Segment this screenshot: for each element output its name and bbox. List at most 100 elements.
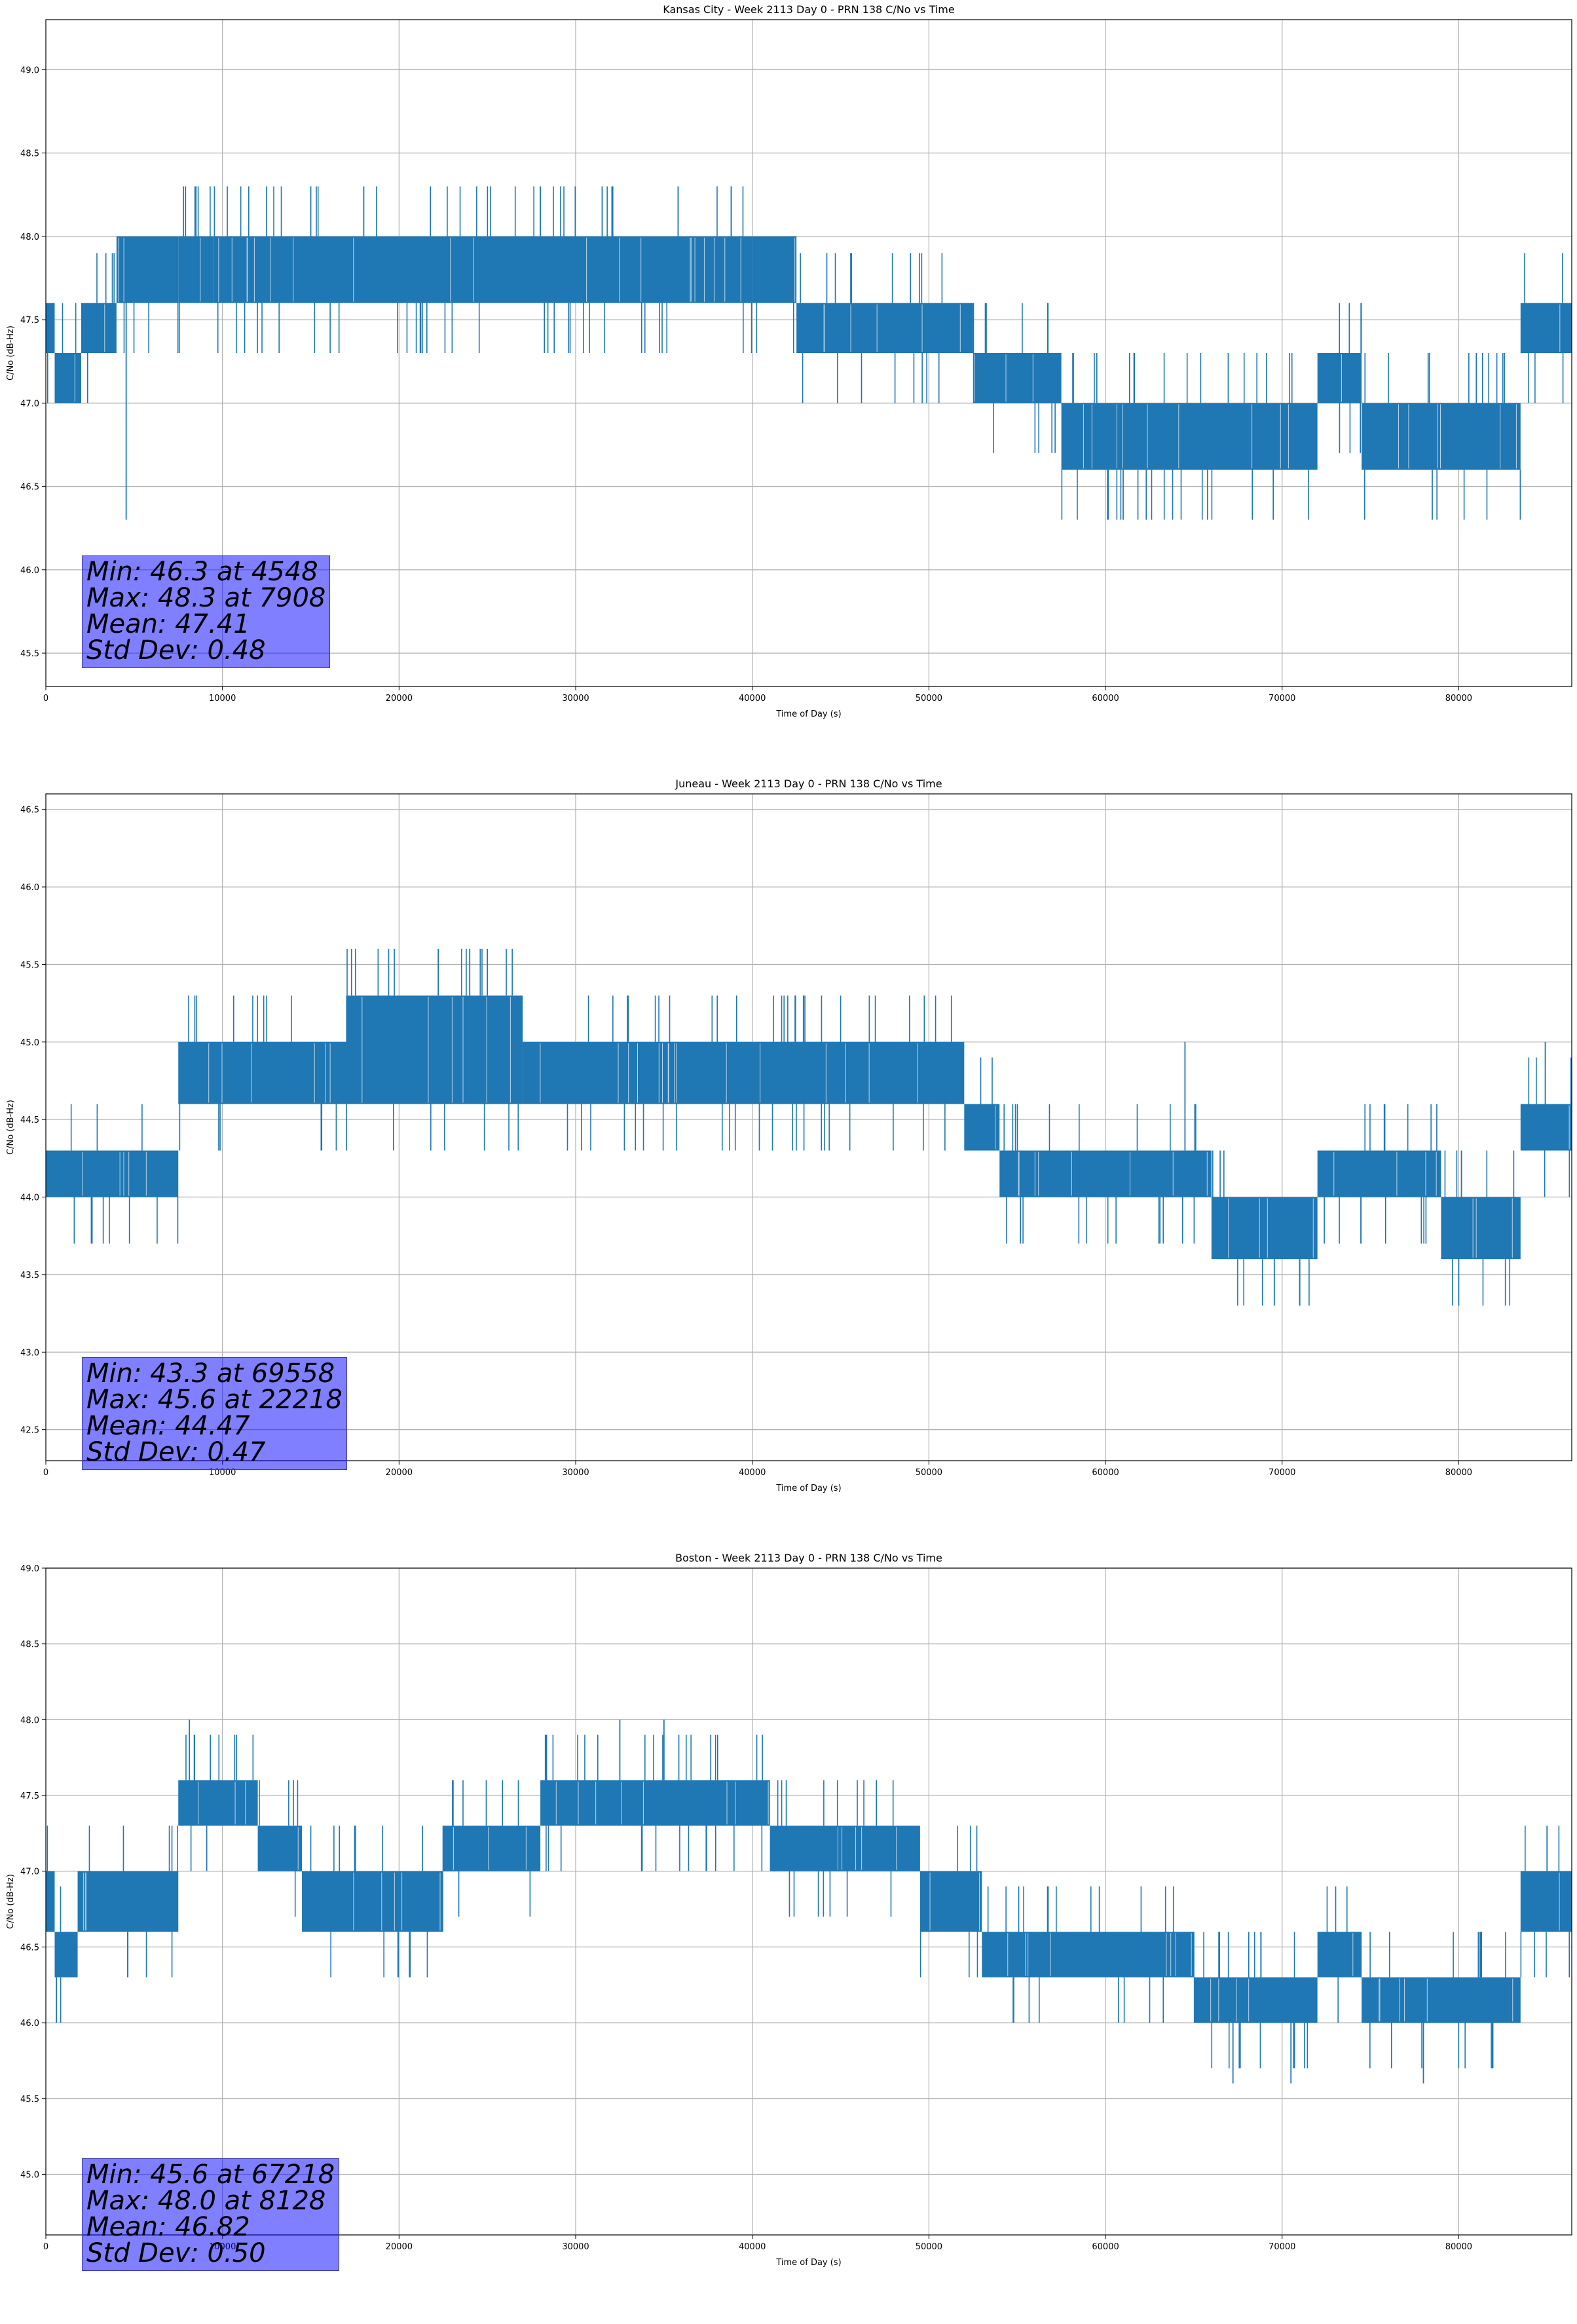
x-tick-label: 80000 [1445, 2242, 1472, 2252]
stats-box: Min: 45.6 at 67218 Max: 48.0 at 8128 Mea… [82, 2158, 340, 2271]
y-tick-label: 46.5 [20, 1943, 39, 1953]
y-tick-label: 49.0 [20, 1564, 39, 1574]
data-band [1520, 1871, 1572, 1932]
chart-title: Kansas City - Week 2113 Day 0 - PRN 138 … [663, 3, 954, 16]
data-band [178, 236, 214, 303]
stats-box: Min: 43.3 at 69558 Max: 45.6 at 22218 Me… [82, 1357, 347, 1470]
data-band [178, 1780, 258, 1826]
x-tick-label: 50000 [916, 2242, 942, 2252]
data-band [919, 1871, 982, 1932]
x-tick-label: 10000 [209, 1468, 236, 1478]
x-tick-label: 70000 [1269, 694, 1295, 703]
data-band [1362, 1977, 1521, 2023]
data-series [46, 186, 1572, 520]
data-band [964, 1104, 1000, 1151]
chart-title: Boston - Week 2113 Day 0 - PRN 138 C/No … [675, 1552, 942, 1564]
x-tick-label: 50000 [916, 1468, 942, 1478]
data-band [54, 353, 81, 403]
data-band [77, 1871, 179, 1932]
data-series [46, 1719, 1572, 2084]
data-band [540, 1780, 770, 1826]
data-band [1317, 1932, 1362, 1977]
stat-min: Min: 45.6 at 67218 [86, 2160, 335, 2190]
data-band [973, 353, 1062, 403]
y-tick-label: 43.5 [20, 1271, 39, 1281]
y-tick-label: 47.5 [20, 1791, 39, 1801]
chart-kansas-city: 0 10000 20000 30000 40000 50000 60000 70000 8000… [0, 0, 1577, 774]
stat-std: Std Dev: 0.48 [86, 635, 266, 665]
data-band [752, 236, 797, 303]
x-tick-label: 60000 [1092, 1468, 1119, 1478]
data-band [1520, 1104, 1572, 1151]
y-tick-label: 45.5 [20, 960, 39, 970]
data-band [1441, 1197, 1521, 1260]
chart-boston: 0100002000030000400005000060000700008000… [0, 1548, 1577, 2323]
plot-frame [45, 1567, 1572, 2236]
data-band [1520, 303, 1572, 353]
x-tick-label: 70000 [1269, 2242, 1295, 2252]
chart-svg: 0 10000 20000 30000 40000 50000 60000 70000 8000… [6, 778, 1572, 1493]
data-series [46, 948, 1572, 1306]
data-band [796, 303, 973, 353]
chart-juneau: 0 10000 20000 30000 40000 50000 60000 70000 8000… [0, 774, 1577, 1548]
stat-min: Min: 43.3 at 69558 [86, 1359, 335, 1389]
x-tick-label: 80000 [1445, 694, 1472, 703]
x-tick-label: 60000 [1092, 2242, 1119, 2252]
data-band [257, 1826, 303, 1871]
x-tick-label: 60000 [1092, 694, 1119, 703]
data-band [213, 236, 752, 303]
chart-title: Juneau - Week 2113 Day 0 - PRN 138 C/No … [675, 778, 942, 790]
x-tick-label: 20000 [386, 2242, 413, 2252]
data-band [46, 1871, 55, 1932]
x-tick-label: 20000 [386, 1468, 413, 1478]
y-axis-label: C/No (dB-Hz) [6, 1874, 16, 1929]
chart-svg: 0 10000 20000 30000 40000 50000 60000 70000 8000… [6, 3, 1572, 719]
x-axis-label: Time of Day (s) [775, 709, 841, 719]
x-tick-label: 30000 [562, 694, 589, 703]
data-band [116, 236, 179, 303]
y-tick-label: 44.0 [20, 1193, 39, 1203]
x-tick-label: 0 [43, 694, 48, 703]
x-tick-label: 20000 [386, 694, 413, 703]
y-tick-label: 44.5 [20, 1115, 39, 1125]
y-tick-label: 46.0 [20, 566, 39, 576]
x-tick-label: 40000 [739, 694, 766, 703]
y-tick-label: 48.5 [20, 149, 39, 159]
stat-max: Max: 48.3 at 7908 [86, 583, 326, 613]
data-band [54, 1932, 78, 1977]
stat-min: Min: 46.3 at 4548 [86, 557, 318, 587]
y-tick-label: 47.0 [20, 399, 39, 409]
data-band [443, 1826, 541, 1871]
stat-std: Std Dev: 0.47 [86, 1437, 266, 1467]
y-tick-label: 42.5 [20, 1426, 39, 1436]
y-tick-label: 47.0 [20, 1867, 39, 1877]
x-tick-label: 0 [43, 1468, 48, 1478]
plot-frame [45, 19, 1572, 687]
data-band [982, 1932, 1194, 1977]
data-band [523, 1041, 965, 1104]
x-tick-label: 30000 [562, 1468, 589, 1478]
data-band [302, 1871, 443, 1932]
x-tick-label: 10000 [209, 694, 236, 703]
x-tick-label: 40000 [739, 2242, 766, 2252]
y-tick-label: 45.5 [20, 649, 39, 659]
y-tick-label: 46.5 [20, 483, 39, 493]
data-band [770, 1826, 920, 1871]
x-axis-label: Time of Day (s) [775, 1484, 841, 1493]
y-tick-label: 45.5 [20, 2095, 39, 2105]
y-tick-label: 48.5 [20, 1640, 39, 1650]
data-band [1317, 353, 1362, 403]
x-tick-label: 40000 [739, 1468, 766, 1478]
stat-max: Max: 45.6 at 22218 [86, 1385, 343, 1415]
data-band [1211, 1197, 1318, 1260]
data-band [1362, 403, 1521, 470]
data-band [81, 303, 117, 353]
data-band [999, 1150, 1212, 1197]
x-axis-label: Time of Day (s) [775, 2258, 841, 2268]
plot-frame [45, 793, 1572, 1461]
stat-mean: Mean: 44.47 [86, 1411, 250, 1441]
y-axis-label: C/No (dB-Hz) [6, 326, 16, 381]
data-band [46, 1150, 179, 1197]
y-tick-label: 47.5 [20, 316, 39, 326]
y-tick-label: 49.0 [20, 66, 39, 75]
